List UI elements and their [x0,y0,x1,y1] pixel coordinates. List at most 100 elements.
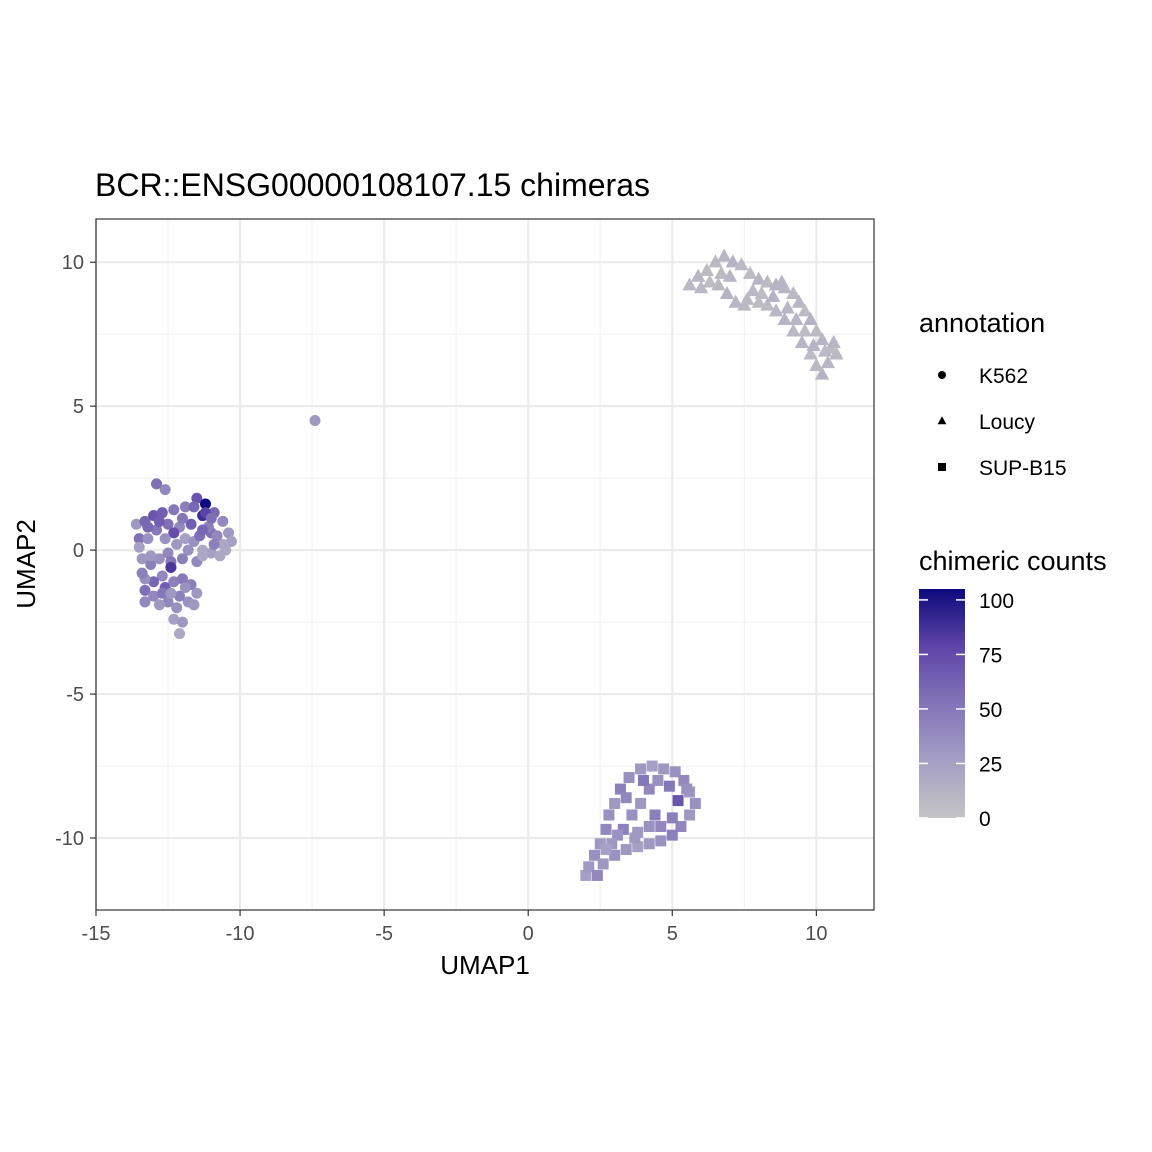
point-loucy [691,268,706,282]
color-tick-label: 25 [979,753,1002,776]
point-k562 [148,576,160,588]
color-bar [919,589,965,818]
point-loucy [780,300,795,314]
point-k562 [171,602,183,614]
point-sup-b15 [655,821,667,833]
point-k562 [130,518,142,530]
point-sup-b15 [612,829,624,841]
point-loucy [786,286,801,300]
y-tick-label: -10 [55,828,84,850]
point-sup-b15 [600,844,612,856]
color-tick-label: 0 [979,808,991,831]
point-sup-b15 [594,838,606,850]
point-sup-b15 [626,809,638,821]
point-k562 [176,616,188,628]
point-sup-b15 [672,795,684,807]
point-k562 [205,512,217,524]
point-loucy [760,274,775,288]
legend-key-square [938,463,946,471]
point-k562 [139,596,151,608]
legend-label-sup-b15: SUP-B15 [979,457,1067,480]
point-k562 [142,521,154,533]
point-k562 [148,590,160,602]
point-k562 [156,507,168,519]
point-sup-b15 [689,797,701,809]
point-sup-b15 [606,838,618,850]
point-loucy [809,358,824,372]
point-loucy [777,311,792,325]
point-loucy [786,323,801,337]
point-sup-b15 [669,766,681,778]
point-k562 [174,590,186,602]
point-k562 [179,501,191,513]
point-loucy [803,346,818,360]
point-k562 [185,518,197,530]
legend-key-triangle [937,416,947,425]
point-k562 [211,530,223,542]
point-loucy [719,286,735,300]
point-k562 [217,515,229,527]
point-k562 [168,613,180,625]
point-k562 [188,501,200,513]
y-axis: 10 5 0 -5 -10 [55,252,96,850]
point-k562 [208,538,220,550]
point-k562 [176,553,188,565]
point-sup-b15 [617,823,629,835]
x-axis: -15 -10 -5 0 5 10 [82,910,827,945]
point-sup-b15 [643,838,655,850]
legend-label-k562: K562 [979,365,1028,388]
point-k562 [136,553,148,565]
point-k562 [145,550,157,562]
annotation-legend: annotation K562 Loucy SUP-B15 [919,308,1067,480]
point-loucy [699,263,715,277]
point-loucy [789,311,804,325]
point-sup-b15 [646,760,658,772]
point-k562 [168,576,180,588]
point-loucy [742,265,758,279]
x-tick-label: -10 [226,923,255,945]
point-sup-b15 [597,858,609,870]
point-sup-b15 [588,849,600,861]
point-k562 [176,512,188,524]
x-tick-label: 10 [805,923,827,945]
point-k562 [156,570,168,582]
point-loucy [803,311,818,325]
point-loucy [826,335,841,349]
point-k562 [145,559,157,570]
y-tick-label: 5 [73,396,84,418]
point-k562 [151,524,163,536]
point-k562 [309,415,321,427]
point-sup-b15 [652,774,664,786]
point-sup-b15 [609,849,621,861]
color-tick-label: 100 [979,590,1014,613]
point-k562 [162,596,174,608]
point-sup-b15 [637,774,649,786]
point-k562 [171,538,183,550]
color-tick-label: 75 [979,644,1002,667]
point-k562 [179,582,191,594]
point-k562 [199,498,211,510]
point-k562 [197,524,209,536]
point-k562 [151,478,163,490]
point-k562 [136,567,148,579]
point-loucy [708,254,723,268]
chimeric-counts-legend: chimeric counts 100 75 50 25 0 [919,546,1107,831]
point-k562 [182,544,194,556]
point-k562 [133,533,145,545]
point-sup-b15 [620,792,632,804]
point-loucy [797,323,812,337]
point-sup-b15 [632,841,644,853]
y-tick-label: 10 [62,252,84,274]
point-k562 [162,547,174,559]
point-k562 [223,527,235,539]
grid-lines [94,219,874,910]
point-sup-b15 [663,780,675,792]
point-k562 [179,533,191,545]
color-legend-title: chimeric counts [919,546,1107,576]
point-sup-b15 [684,809,696,821]
point-sup-b15 [603,809,615,821]
legend-key-circle [938,371,946,379]
point-loucy [728,294,743,308]
point-k562 [159,533,171,545]
point-loucy [751,271,766,285]
